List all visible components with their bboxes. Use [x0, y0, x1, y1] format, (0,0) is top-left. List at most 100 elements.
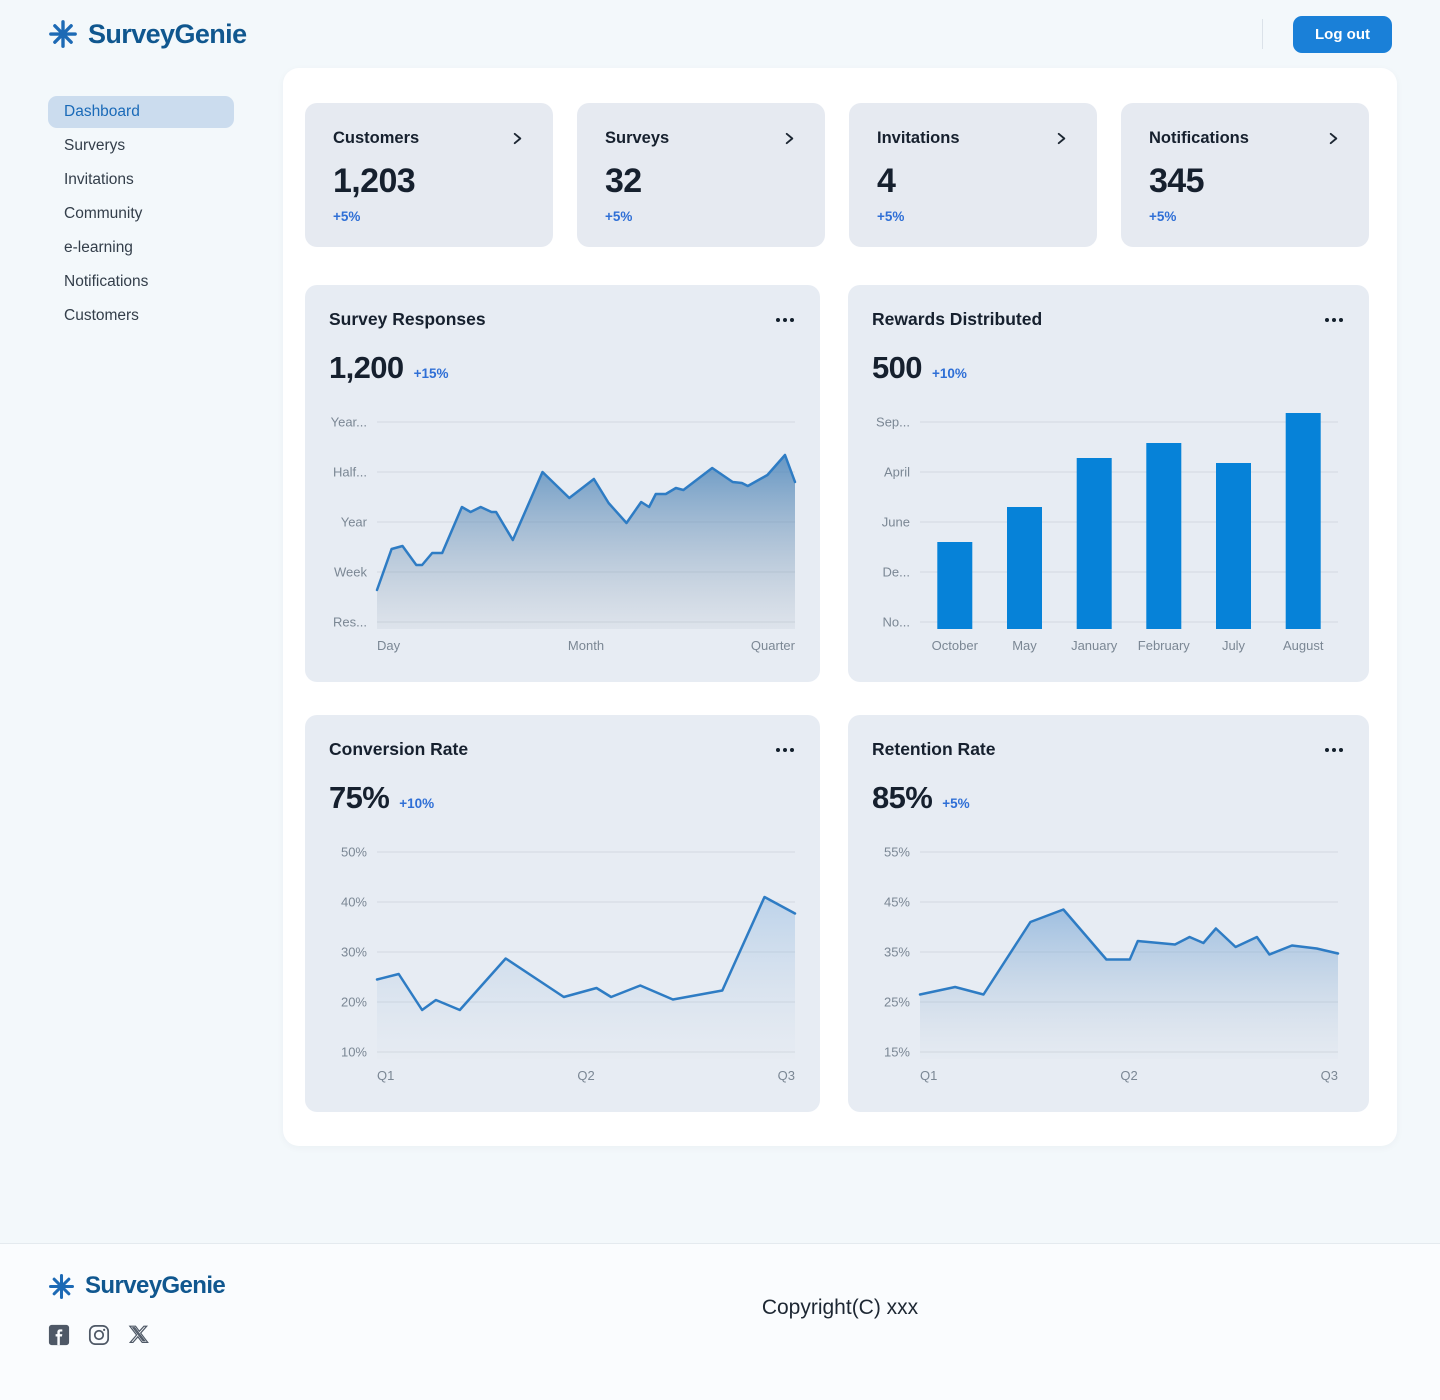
svg-text:40%: 40% — [341, 895, 367, 910]
instagram-icon[interactable] — [88, 1324, 110, 1346]
chart-value: 75% — [329, 780, 390, 815]
svg-text:April: April — [884, 465, 910, 480]
header-divider — [1262, 19, 1264, 49]
chart-title: Survey Responses — [329, 309, 486, 329]
svg-text:Half...: Half... — [333, 465, 367, 480]
sidebar-item-invitations[interactable]: Invitations — [64, 171, 134, 188]
svg-text:Week: Week — [334, 565, 367, 580]
sidebar-item-surverys[interactable]: Surverys — [64, 137, 126, 154]
ellipsis-icon[interactable] — [774, 744, 796, 756]
svg-text:February: February — [1138, 638, 1191, 653]
stat-value: 32 — [605, 162, 642, 200]
svg-text:Q3: Q3 — [1321, 1068, 1338, 1083]
stat-delta: +5% — [877, 209, 905, 224]
retention-rate-chart: 55% 45% 35% 25% 15% Q1 Q2 Q3 — [872, 840, 1345, 1086]
ellipsis-icon[interactable] — [1323, 744, 1345, 756]
asterisk-icon — [49, 20, 77, 48]
stat-card-surveys[interactable]: Surveys 32 +5% — [577, 103, 825, 247]
svg-text:October: October — [932, 638, 979, 653]
survey-responses-chart: Year... Half... Year Week Res... Day Month Quar… — [329, 410, 797, 656]
rewards-distributed-chart: Sep... April June De... No... October May Janua… — [872, 410, 1345, 656]
sidebar-item-community[interactable]: Community — [64, 205, 143, 222]
stat-title: Customers — [333, 129, 420, 147]
svg-text:January: January — [1071, 638, 1118, 653]
sidebar-item-dashboard[interactable]: Dashboard — [48, 96, 234, 128]
chart-card-survey-responses: Survey Responses 1,200 +15% Year... Half.… — [305, 285, 820, 682]
ellipsis-icon[interactable] — [1323, 314, 1345, 326]
chart-card-rewards-distributed: Rewards Distributed 500 +10% Sep... April… — [848, 285, 1369, 682]
chart-card-conversion-rate: Conversion Rate 75% +10% 50% 40% 30% 20% 10%… — [305, 715, 820, 1112]
main-panel: Customers 1,203 +5% Surveys — [283, 68, 1397, 1146]
chart-delta: +10% — [399, 796, 435, 811]
facebook-icon[interactable] — [48, 1324, 70, 1346]
stat-card-invitations[interactable]: Invitations 4 +5% — [849, 103, 1097, 247]
svg-text:Res...: Res... — [333, 615, 367, 630]
chevron-right-icon[interactable] — [1054, 131, 1069, 146]
sidebar-item-elearning[interactable]: e-learning — [64, 239, 133, 256]
svg-text:10%: 10% — [341, 1045, 367, 1060]
svg-text:Q2: Q2 — [1120, 1068, 1137, 1083]
svg-text:Sep...: Sep... — [876, 415, 910, 430]
svg-text:May: May — [1012, 638, 1037, 653]
stats-row: Customers 1,203 +5% Surveys — [305, 103, 1369, 247]
chart-title: Rewards Distributed — [872, 309, 1043, 329]
svg-text:20%: 20% — [341, 995, 367, 1010]
svg-text:50%: 50% — [341, 845, 367, 860]
svg-text:Q1: Q1 — [920, 1068, 937, 1083]
footer: SurveyGenie Copyrig — [0, 1243, 1440, 1400]
charts-grid: Survey Responses 1,200 +15% Year... Half.… — [305, 285, 1369, 1112]
x-icon[interactable] — [128, 1324, 150, 1346]
footer-brand-name: SurveyGenie — [85, 1272, 226, 1299]
stat-delta: +5% — [605, 209, 633, 224]
conversion-rate-chart: 50% 40% 30% 20% 10% Q1 Q2 Q3 — [329, 840, 797, 1086]
svg-text:No...: No... — [883, 615, 910, 630]
chart-delta: +15% — [413, 366, 449, 381]
social-links — [48, 1324, 1392, 1346]
svg-text:Quarter: Quarter — [751, 638, 796, 653]
chevron-right-icon[interactable] — [1326, 131, 1341, 146]
sidebar: Dashboard Surverys Invitations Community… — [0, 68, 283, 334]
svg-text:45%: 45% — [884, 895, 910, 910]
svg-text:35%: 35% — [884, 945, 910, 960]
svg-text:Q2: Q2 — [577, 1068, 594, 1083]
svg-text:25%: 25% — [884, 995, 910, 1010]
ellipsis-icon[interactable] — [774, 314, 796, 326]
stat-delta: +5% — [333, 209, 361, 224]
logout-button[interactable]: Log out — [1293, 15, 1392, 53]
chevron-right-icon[interactable] — [782, 131, 797, 146]
chart-title: Conversion Rate — [329, 739, 469, 759]
svg-text:August: August — [1283, 638, 1324, 653]
stat-title: Notifications — [1149, 129, 1249, 147]
svg-text:Month: Month — [568, 638, 604, 653]
svg-text:Day: Day — [377, 638, 401, 653]
stat-title: Surveys — [605, 129, 670, 147]
sidebar-item-notifications[interactable]: Notifications — [64, 273, 149, 290]
svg-text:30%: 30% — [341, 945, 367, 960]
stat-value: 345 — [1149, 162, 1205, 200]
svg-text:July: July — [1222, 638, 1246, 653]
brand-logo: SurveyGenie — [48, 19, 247, 50]
chart-value: 500 — [872, 350, 923, 385]
svg-text:De...: De... — [883, 565, 910, 580]
footer-brand-logo: SurveyGenie — [48, 1272, 1392, 1300]
stat-card-notifications[interactable]: Notifications 345 +5% — [1121, 103, 1369, 247]
chevron-right-icon[interactable] — [510, 131, 525, 146]
svg-text:Year: Year — [341, 515, 368, 530]
stat-card-customers[interactable]: Customers 1,203 +5% — [305, 103, 553, 247]
sidebar-item-customers[interactable]: Customers — [64, 307, 139, 324]
chart-title: Retention Rate — [872, 739, 996, 759]
header-right: Log out — [1262, 15, 1392, 53]
stat-title: Invitations — [877, 129, 960, 147]
chart-card-retention-rate: Retention Rate 85% +5% 55% 45% 35% 25% 15% Q1… — [848, 715, 1369, 1112]
svg-text:Year...: Year... — [331, 415, 367, 430]
chart-delta: +10% — [931, 366, 967, 381]
copyright-text: Copyright(C) xxx — [761, 1296, 919, 1319]
asterisk-icon — [49, 1273, 74, 1299]
chart-value: 85% — [872, 780, 933, 815]
stat-value: 1,203 — [333, 162, 416, 200]
svg-text:55%: 55% — [884, 845, 910, 860]
body-row: Dashboard Surverys Invitations Community… — [0, 68, 1440, 1146]
header: SurveyGenie Log out — [0, 0, 1440, 68]
svg-text:Q3: Q3 — [778, 1068, 795, 1083]
svg-text:15%: 15% — [884, 1045, 910, 1060]
